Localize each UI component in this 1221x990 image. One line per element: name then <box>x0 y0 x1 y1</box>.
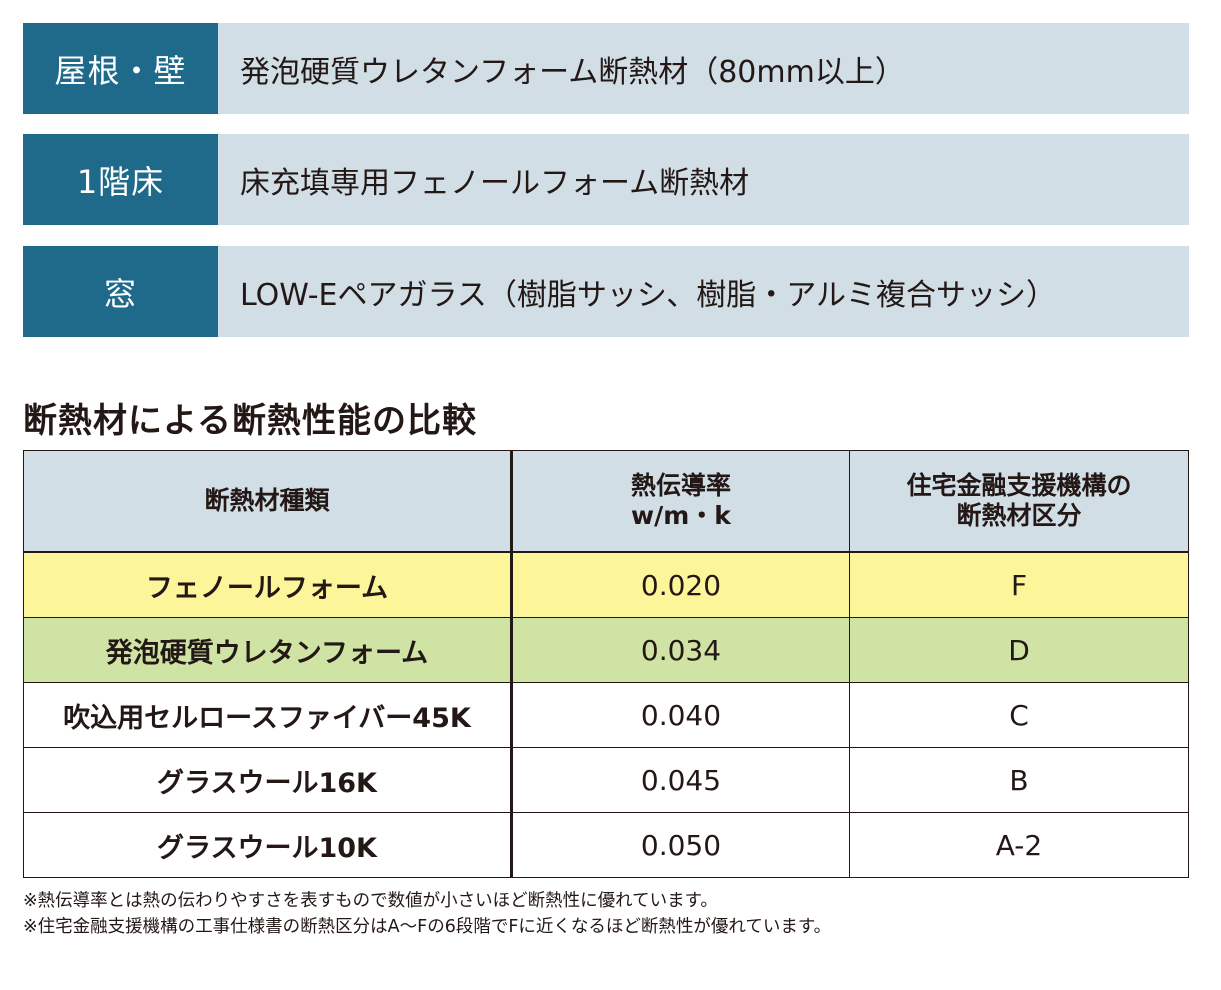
material-cell: フェノールフォーム <box>24 553 513 617</box>
table-row: フェノールフォーム 0.020 F <box>24 553 1188 618</box>
header-class-line1: 住宅金融支援機構の <box>906 471 1132 500</box>
header-conductivity-label: 熱伝導率 <box>630 471 731 500</box>
conductivity-cell: 0.040 <box>513 683 850 747</box>
footnotes: ※熱伝導率とは熱の伝わりやすさを表すもので数値が小さいほど断熱性に優れています。… <box>23 888 831 940</box>
material-cell: 発泡硬質ウレタンフォーム <box>24 618 513 682</box>
class-cell: F <box>1010 568 1028 602</box>
table-header-row: 断熱材種類 熱伝導率 w/m・k 住宅金融支援機構の 断熱材区分 <box>24 451 1188 553</box>
header-insulation-class: 住宅金融支援機構の 断熱材区分 <box>850 451 1188 551</box>
spec-row-first-floor: 1階床 床充填専用フェノールフォーム断熱材 <box>23 134 1189 225</box>
spec-label: 屋根・壁 <box>23 23 218 114</box>
header-material-type-label: 断熱材種類 <box>204 486 330 515</box>
class-cell: D <box>1008 633 1030 667</box>
material-cell: グラスウール16K <box>24 748 513 812</box>
spec-value: 床充填専用フェノールフォーム断熱材 <box>218 134 1189 225</box>
header-class-line2: 断熱材区分 <box>956 501 1082 530</box>
spec-value: LOW-Eペアガラス（樹脂サッシ、樹脂・アルミ複合サッシ） <box>218 246 1189 337</box>
material-cell: 吹込用セルロースファイバー45K <box>24 683 513 747</box>
header-conductivity-unit: w/m・k <box>631 501 731 530</box>
conductivity-cell: 0.050 <box>513 813 850 878</box>
footnote: ※熱伝導率とは熱の伝わりやすさを表すもので数値が小さいほど断熱性に優れています。 <box>23 891 718 911</box>
spec-value: 発泡硬質ウレタンフォーム断熱材（80mm以上） <box>218 23 1189 114</box>
conductivity-cell: 0.020 <box>513 553 850 617</box>
header-material-type: 断熱材種類 <box>24 451 513 551</box>
spec-label: 1階床 <box>23 134 218 225</box>
table-row: グラスウール10K 0.050 A-2 <box>24 813 1188 878</box>
table-row: 吹込用セルロースファイバー45K 0.040 C <box>24 683 1188 748</box>
header-conductivity: 熱伝導率 w/m・k <box>513 451 850 551</box>
class-cell: B <box>1009 763 1029 797</box>
material-cell: グラスウール10K <box>24 813 513 878</box>
conductivity-cell: 0.034 <box>513 618 850 682</box>
conductivity-cell: 0.045 <box>513 748 850 812</box>
spec-row-window: 窓 LOW-Eペアガラス（樹脂サッシ、樹脂・アルミ複合サッシ） <box>23 246 1189 337</box>
table-row: グラスウール16K 0.045 B <box>24 748 1188 813</box>
table-row: 発泡硬質ウレタンフォーム 0.034 D <box>24 618 1188 683</box>
comparison-table: 断熱材種類 熱伝導率 w/m・k 住宅金融支援機構の 断熱材区分 フェノールフォ… <box>23 450 1189 878</box>
class-cell: A-2 <box>995 829 1043 862</box>
section-title: 断熱材による断熱性能の比較 <box>23 401 477 441</box>
spec-label: 窓 <box>23 246 218 337</box>
footnote: ※住宅金融支援機構の工事仕様書の断熱区分はA〜Fの6段階でFに近くなるほど断熱性… <box>23 917 832 937</box>
class-cell: C <box>1009 698 1029 732</box>
spec-row-roof-wall: 屋根・壁 発泡硬質ウレタンフォーム断熱材（80mm以上） <box>23 23 1189 114</box>
